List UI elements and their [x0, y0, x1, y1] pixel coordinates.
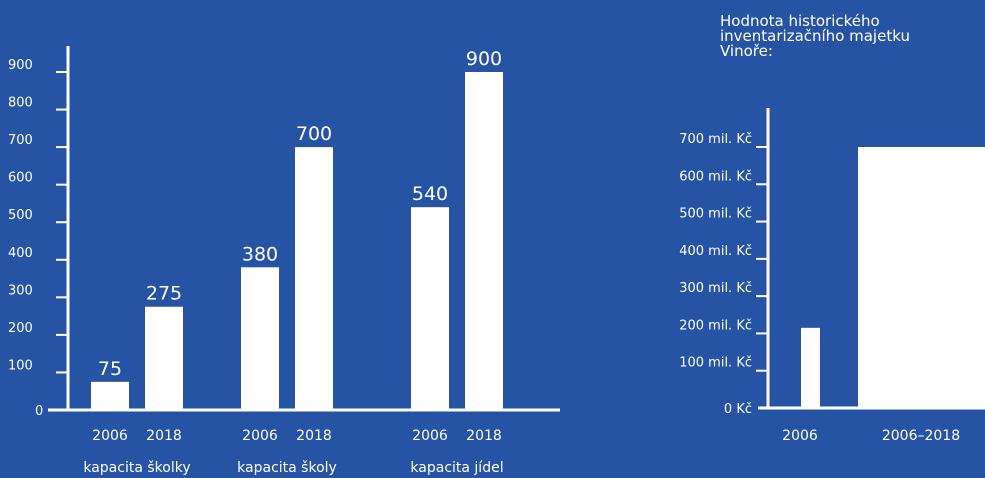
y-tick-label: 300 mil. Kč	[679, 281, 752, 296]
data-label: 540	[412, 183, 448, 205]
bar	[241, 267, 279, 410]
x-tick-label: 2006	[412, 428, 448, 444]
y-tick-label: 300	[8, 283, 33, 298]
bar	[858, 147, 985, 408]
right-bars	[801, 147, 985, 408]
y-tick-label: 900	[8, 58, 33, 73]
y-tick-label: 200 mil. Kč	[679, 318, 752, 333]
y-tick-label: 0	[35, 404, 43, 419]
x-tick-label: 2018	[146, 428, 182, 444]
capacity-bar-chart: 0 100 200 300 400 500 600 700 800 900 75 2006 275 20…	[8, 46, 560, 476]
y-tick-label: 400	[8, 246, 33, 261]
left-bars	[91, 72, 503, 410]
group-label: kapacita školy	[237, 460, 337, 476]
data-label: 700	[296, 123, 332, 145]
bar	[411, 207, 449, 410]
data-label: 275	[146, 283, 182, 305]
y-tick-label: 0 Kč	[724, 402, 752, 417]
bar	[91, 381, 129, 410]
y-tick-label: 800	[8, 96, 33, 111]
data-label: 380	[242, 243, 278, 265]
data-label: 900	[466, 48, 502, 70]
title-line: Vinoře:	[720, 42, 773, 60]
y-tick-label: 200	[8, 321, 33, 336]
title-line: inventarizačního majetku	[720, 27, 910, 45]
y-tick-label: 100	[8, 358, 33, 373]
group-label: kapacita jídel	[410, 460, 503, 476]
y-tick-label: 500	[8, 208, 33, 223]
y-tick-label: 100 mil. Kč	[679, 356, 752, 371]
x-tick-label: 2006–2018	[882, 428, 960, 444]
data-label: 75	[98, 358, 122, 380]
x-tick-label: 2006	[782, 428, 818, 444]
group-label: kapacita školky	[83, 460, 190, 476]
left-labels: 75 2006 275 2018 380 2006 700 2018 540 2006 900 201…	[83, 48, 503, 476]
y-tick-label: 400 mil. Kč	[679, 244, 752, 259]
y-tick-label: 700 mil. Kč	[679, 132, 752, 147]
x-tick-label: 2018	[296, 428, 332, 444]
y-tick-label: 500 mil. Kč	[679, 207, 752, 222]
x-tick-label: 2006	[242, 428, 278, 444]
x-tick-label: 2006	[92, 428, 128, 444]
y-tick-label: 600 mil. Kč	[679, 169, 752, 184]
bar	[801, 327, 820, 408]
y-tick-label: 600	[8, 171, 33, 186]
x-tick-label: 2018	[466, 428, 502, 444]
bar	[295, 147, 333, 410]
bar	[465, 72, 503, 410]
bar	[145, 306, 183, 410]
title-line: Hodnota historického	[720, 12, 880, 30]
right-labels: 2006 2006–2018	[782, 428, 960, 444]
y-tick-label: 700	[8, 133, 33, 148]
